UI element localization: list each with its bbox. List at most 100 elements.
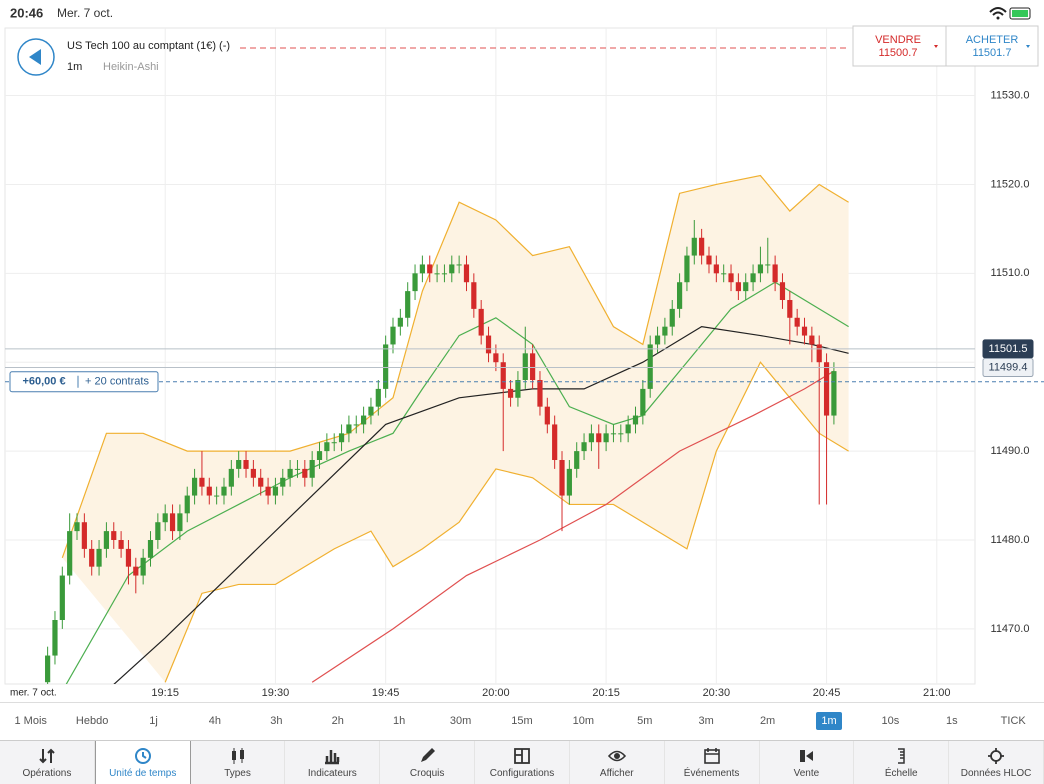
timeframe-option[interactable]: 3m — [675, 715, 736, 727]
timeframe-option[interactable]: 5m — [614, 715, 675, 727]
candle-body — [735, 282, 741, 292]
candle-body — [787, 300, 793, 318]
position-tag — [9, 371, 159, 393]
x-tick-label: 20:45 — [813, 687, 841, 699]
position-pnl: +60,00 € — [22, 376, 65, 388]
candle-body — [463, 264, 470, 283]
candle-body — [199, 477, 205, 487]
y-tick-label: 11480.0 — [991, 534, 1030, 546]
candle-body — [647, 344, 653, 389]
toolbar-item[interactable]: Afficher — [570, 741, 665, 784]
candle-body — [390, 326, 396, 345]
interval: 1m — [67, 61, 82, 73]
timeframe-option[interactable]: 1 Mois — [0, 715, 61, 727]
x-tick-label: 19:15 — [151, 687, 179, 699]
timeframe-label: 1h — [393, 715, 406, 727]
instrument-title: US Tech 100 au comptant (1€) (-) — [67, 40, 230, 52]
toolbar-item[interactable]: Croquis — [380, 741, 476, 784]
candle-body — [309, 460, 315, 478]
timeframe-label: 3m — [698, 715, 714, 727]
x-tick-label: 20:30 — [703, 687, 731, 699]
toolbar-item[interactable]: Unité de temps — [94, 741, 191, 784]
candle-body — [375, 388, 381, 407]
candle-body — [265, 486, 271, 496]
candle-body — [59, 575, 65, 620]
buy-price[interactable]: 11501.7 — [973, 47, 1012, 59]
candle-body — [500, 362, 506, 389]
candle-body — [338, 433, 345, 443]
toolbar-label: Configurations — [489, 768, 555, 779]
candle-body — [441, 273, 448, 275]
timeframe-option[interactable]: Hebdo — [61, 715, 122, 727]
candle-body — [721, 273, 727, 275]
y-tick-label: 11530.0 — [991, 89, 1030, 101]
candle-body — [419, 264, 425, 274]
timeframe-label: 1j — [149, 715, 158, 727]
candle-body — [669, 308, 675, 327]
timeframe-option[interactable]: 2h — [307, 715, 368, 727]
timeframe-option[interactable]: 15m — [491, 715, 552, 727]
toolbar-item[interactable]: Indicateurs — [285, 741, 381, 784]
timeframe-option[interactable]: 1m — [798, 712, 859, 730]
y-tick-label: 11520.0 — [991, 178, 1030, 190]
price-tag — [982, 339, 1034, 359]
toolbar-item[interactable]: Données HLOC — [949, 741, 1044, 784]
candle-body — [471, 282, 477, 309]
candle-body — [96, 548, 102, 567]
toolbar-item[interactable]: Configurations — [475, 741, 570, 784]
candle-body — [588, 433, 595, 443]
candle-body — [405, 291, 411, 318]
candle-body — [574, 451, 580, 469]
candle-body — [125, 548, 132, 567]
buy-label[interactable]: ACHETER — [966, 34, 1019, 46]
x-tick-label: 20:15 — [592, 687, 620, 699]
candle-body — [493, 353, 499, 363]
timeframe-option[interactable]: 1j — [123, 715, 184, 727]
back-icon — [29, 49, 41, 65]
timeframe-option[interactable]: 3h — [246, 715, 307, 727]
timeframe-option[interactable]: 10m — [553, 715, 614, 727]
timeframe-option[interactable]: 4h — [184, 715, 245, 727]
timeframe-label: 1s — [945, 715, 958, 727]
toolbar-item[interactable]: Types — [191, 741, 286, 784]
candle-body — [206, 486, 212, 496]
candle-body — [361, 415, 367, 425]
candle-body — [706, 255, 712, 265]
candle-body — [162, 513, 168, 523]
candle-body — [625, 424, 631, 434]
timeframe-label: 5m — [637, 715, 653, 727]
timeframe-option[interactable]: 1h — [368, 715, 429, 727]
candle-body — [103, 531, 110, 549]
timeframe-option[interactable]: TICK — [983, 715, 1044, 727]
toolbar-item[interactable]: Échelle — [854, 741, 950, 784]
sell-price[interactable]: 11500.7 — [879, 47, 918, 59]
candle-body — [662, 326, 668, 336]
candle-body — [713, 264, 719, 274]
toolbar-item[interactable]: Événements — [665, 741, 760, 784]
x-tick-label: 19:30 — [262, 687, 290, 699]
candle-body — [74, 522, 80, 532]
candle-body — [765, 264, 771, 266]
candle-body — [302, 468, 308, 478]
sell-label[interactable]: VENDRE — [875, 34, 921, 46]
candle-body — [449, 264, 455, 274]
toolbar-label: Échelle — [884, 768, 918, 779]
indicator-line — [164, 361, 849, 683]
candle-body — [779, 282, 786, 300]
timeframe-option[interactable]: 10s — [860, 715, 921, 727]
candle-body — [485, 335, 492, 354]
toolbar-item[interactable]: Vente — [760, 741, 855, 784]
candle-body — [346, 424, 352, 434]
candle-body — [515, 380, 521, 398]
candle-body — [581, 442, 587, 452]
candle-body — [52, 620, 58, 656]
candle-body — [272, 486, 279, 496]
candle-body — [618, 433, 624, 435]
timeframe-option[interactable]: 2m — [737, 715, 798, 727]
candle-body — [559, 460, 565, 496]
candle-body — [412, 273, 418, 292]
timeframe-option[interactable]: 1s — [921, 715, 982, 727]
timeframe-option[interactable]: 30m — [430, 715, 491, 727]
toolbar-item[interactable]: Opérations — [0, 741, 95, 784]
